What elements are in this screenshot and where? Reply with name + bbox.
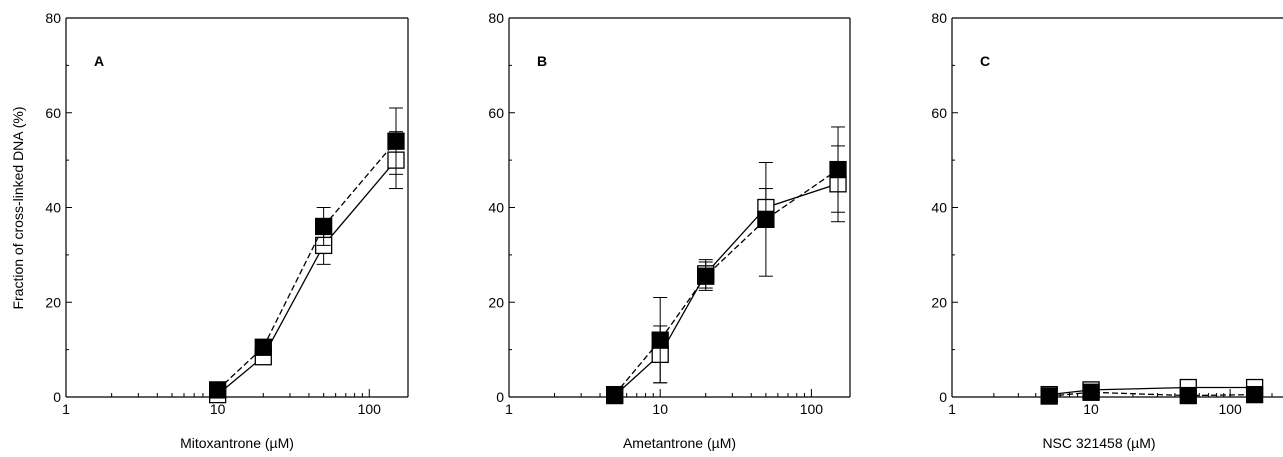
data-point-filled-square — [1040, 387, 1058, 405]
chart-panel-b: B 0 20 40 60 80 1 10 100 Ametantrone (µM) — [488, 10, 851, 451]
x-tick-label: 100 — [358, 401, 382, 417]
series-open-squares — [606, 145, 847, 405]
series-open-squares — [1040, 378, 1264, 404]
data-point-filled-square — [1082, 383, 1100, 401]
y-tick-label: 20 — [931, 294, 947, 310]
data-point-filled-square — [387, 132, 405, 150]
y-tick-label: 0 — [939, 389, 947, 405]
y-tick-label: 0 — [496, 389, 504, 405]
series-line — [614, 169, 839, 396]
y-tick-label: 0 — [53, 389, 61, 405]
data-point-filled-square — [1245, 385, 1264, 404]
y-tick-label: 80 — [45, 10, 61, 26]
x-axis-label: Ametantrone (µM) — [623, 435, 736, 451]
series-filled-squares — [1040, 383, 1264, 405]
y-tick-label: 20 — [45, 294, 61, 310]
x-tick-label: 10 — [210, 401, 226, 417]
x-axis-label: Mitoxantrone (µM) — [180, 435, 294, 451]
x-tick-label: 1 — [505, 401, 513, 417]
y-tick-label: 20 — [488, 294, 504, 310]
y-axis-label: Fraction of cross-linked DNA (%) — [10, 106, 26, 309]
y-tick-label: 40 — [931, 200, 947, 216]
y-tick-label: 80 — [488, 10, 504, 26]
y-tick-label: 40 — [45, 200, 61, 216]
series-filled-squares — [606, 126, 847, 404]
data-point-filled-square — [606, 385, 624, 404]
data-point-filled-square — [651, 331, 669, 349]
y-tick-label: 60 — [931, 105, 947, 121]
x-tick-label: 100 — [800, 401, 824, 417]
x-tick-label: 100 — [1218, 401, 1242, 417]
y-tick-label: 40 — [488, 200, 504, 216]
y-tick-label: 80 — [931, 10, 947, 26]
panel-letter: A — [94, 53, 104, 69]
y-tick-label: 60 — [45, 105, 61, 121]
x-tick-label: 10 — [1083, 401, 1099, 417]
series-line — [217, 140, 397, 391]
x-tick-label: 10 — [652, 401, 668, 417]
series-line — [1049, 386, 1255, 396]
series-line — [1049, 391, 1255, 397]
y-tick-label: 60 — [488, 105, 504, 121]
data-point-filled-square — [697, 267, 715, 285]
series-filled-squares — [208, 107, 405, 399]
data-point-filled-square — [314, 217, 333, 236]
chart-panel-c: C 0 20 40 60 80 1 10 100 NSC 321458 (µM) — [931, 10, 1283, 451]
series-open-squares — [208, 131, 405, 404]
panel-letter: C — [980, 53, 990, 69]
data-point-filled-square — [1179, 386, 1197, 405]
data-point-filled-square — [208, 381, 227, 399]
panel-letter: B — [537, 53, 547, 69]
x-tick-label: 1 — [948, 401, 956, 417]
data-point-filled-square — [254, 338, 272, 356]
chart-panel-a: A 0 20 40 60 80 1 10 100 Mitoxantrone (µM) — [45, 10, 409, 451]
series-line — [614, 183, 839, 397]
x-tick-label: 1 — [62, 401, 70, 417]
series-line — [217, 159, 397, 396]
data-point-filled-square — [829, 160, 847, 179]
x-axis-label: NSC 321458 (µM) — [1042, 435, 1155, 451]
data-point-filled-square — [757, 210, 775, 228]
